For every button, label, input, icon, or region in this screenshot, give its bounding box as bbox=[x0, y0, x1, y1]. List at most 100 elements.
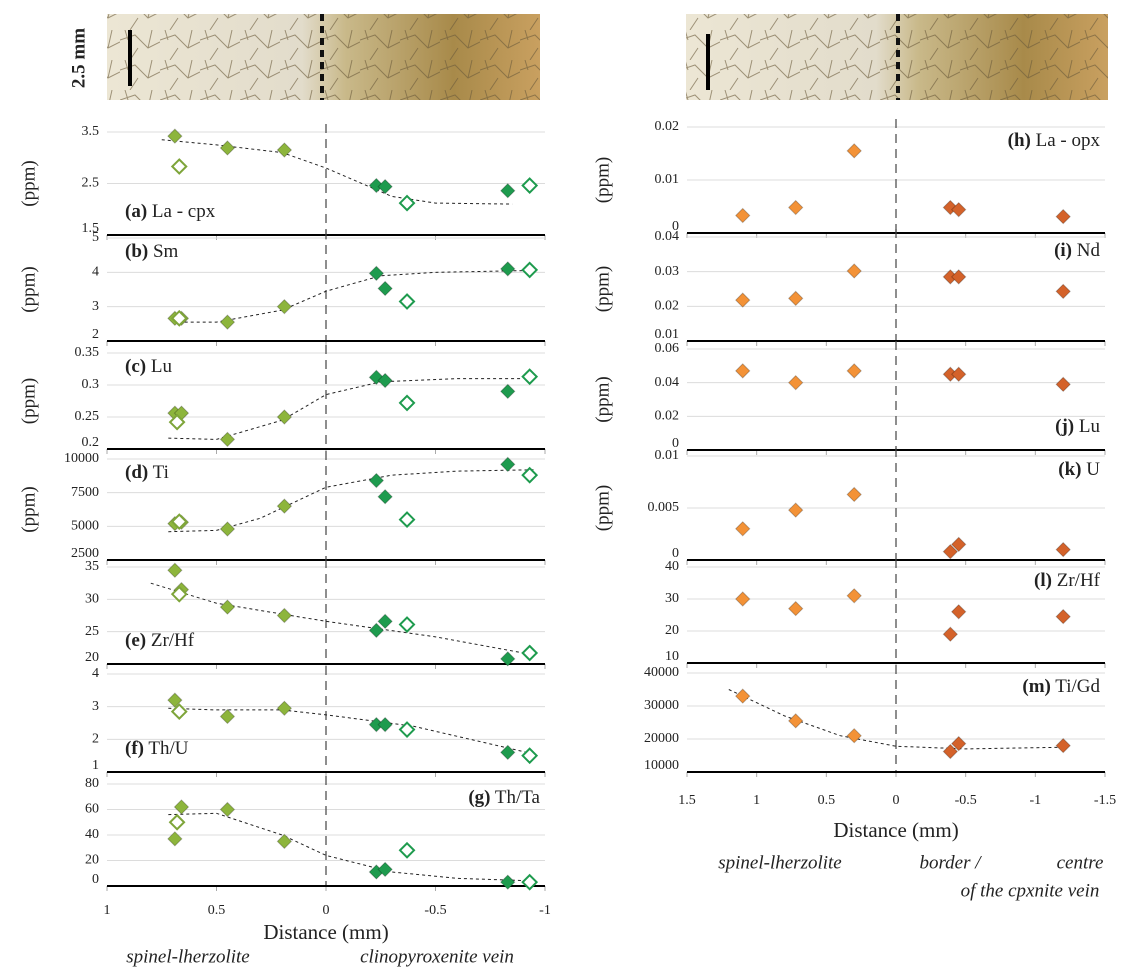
data-point bbox=[846, 263, 862, 279]
panel-tag: (c) bbox=[125, 356, 146, 377]
y-tick-label: 40 bbox=[665, 559, 679, 574]
data-point bbox=[219, 599, 236, 615]
data-point bbox=[787, 600, 804, 617]
panel-label: (c) Lu bbox=[125, 356, 172, 377]
data-point bbox=[735, 363, 751, 379]
data-point bbox=[846, 588, 862, 604]
y-tick-label: 0.03 bbox=[655, 264, 680, 279]
data-point bbox=[276, 700, 293, 717]
data-point bbox=[377, 613, 393, 630]
thin-section-right bbox=[686, 14, 1108, 100]
data-point bbox=[846, 143, 862, 159]
panel-title: Sm bbox=[153, 241, 179, 262]
data-point bbox=[170, 158, 188, 175]
panel-tag: (k) bbox=[1058, 459, 1081, 480]
data-point bbox=[500, 383, 516, 400]
data-point bbox=[276, 607, 293, 624]
panel-label: (k) U bbox=[1058, 459, 1100, 480]
y-tick-label: 0.3 bbox=[82, 377, 100, 392]
y-tick-label: 1.5 bbox=[82, 221, 100, 236]
y-tick-label: 4 bbox=[92, 666, 99, 681]
data-point bbox=[219, 431, 236, 448]
panel-label: (j) Lu bbox=[1055, 416, 1100, 437]
y-tick-label: 10000 bbox=[644, 758, 679, 773]
data-point bbox=[1055, 376, 1071, 393]
y-tick-label: 30 bbox=[665, 591, 679, 606]
data-point bbox=[276, 833, 293, 850]
data-point bbox=[846, 363, 862, 379]
data-point bbox=[170, 703, 188, 720]
y-tick-label: 2.5 bbox=[82, 176, 100, 191]
data-point bbox=[167, 692, 183, 708]
data-point bbox=[219, 521, 236, 537]
data-point bbox=[368, 177, 385, 194]
data-point bbox=[1055, 283, 1071, 300]
y-tick-label: 0.01 bbox=[655, 172, 680, 187]
data-point bbox=[521, 644, 539, 662]
data-point bbox=[735, 521, 751, 537]
panel-tag: (h) bbox=[1008, 130, 1031, 151]
data-point bbox=[398, 293, 416, 310]
scale-label: 2.5 mm bbox=[68, 28, 89, 88]
y-tick-label: 30000 bbox=[644, 698, 679, 713]
y-axis-label: (ppm) bbox=[18, 266, 39, 312]
x-tick-label: 1 bbox=[104, 903, 111, 918]
y-tick-label: 0.06 bbox=[655, 341, 680, 356]
y-tick-label: 3 bbox=[92, 299, 99, 314]
trend-line bbox=[168, 707, 535, 755]
panel-label: (a) La - cpx bbox=[125, 201, 216, 222]
y-tick-label: 0.01 bbox=[655, 448, 680, 463]
data-point bbox=[219, 140, 236, 156]
data-point bbox=[170, 309, 188, 327]
data-point bbox=[500, 874, 516, 890]
y-tick-label: 20000 bbox=[644, 731, 679, 746]
data-point bbox=[787, 290, 804, 307]
caption: border / bbox=[919, 852, 982, 873]
data-point bbox=[377, 861, 393, 878]
panel-title: Nd bbox=[1077, 240, 1101, 261]
panel-label: (m) Ti/Gd bbox=[1022, 676, 1100, 697]
data-point bbox=[219, 708, 236, 725]
y-tick-label: 5 bbox=[92, 230, 99, 245]
x-tick-label: 0 bbox=[893, 793, 900, 808]
data-point bbox=[168, 813, 186, 831]
x-tick-label: 0.5 bbox=[208, 903, 226, 918]
panel-tag: (g) bbox=[468, 787, 490, 808]
y-axis-label: (ppm) bbox=[18, 160, 39, 206]
panel-tag: (m) bbox=[1022, 676, 1050, 697]
data-point bbox=[377, 280, 393, 297]
caption: spinel-lherzolite bbox=[718, 852, 841, 873]
data-point bbox=[846, 727, 862, 744]
x-tick-label: 0 bbox=[323, 903, 330, 918]
caption: clinopyroxenite vein bbox=[360, 946, 514, 967]
data-point bbox=[167, 128, 183, 144]
x-tick-label: 0.5 bbox=[818, 793, 836, 808]
data-point bbox=[398, 194, 416, 212]
panel-title: Lu bbox=[1079, 416, 1101, 437]
data-point bbox=[521, 466, 539, 484]
data-point bbox=[1055, 737, 1071, 754]
data-point bbox=[787, 374, 804, 391]
data-point bbox=[219, 801, 236, 818]
y-tick-label: 0.02 bbox=[655, 299, 680, 314]
y-tick-label: 0 bbox=[672, 436, 679, 451]
data-point bbox=[377, 372, 393, 389]
trend-line bbox=[168, 812, 535, 882]
y-tick-label: 0.02 bbox=[655, 409, 680, 424]
data-point bbox=[276, 142, 293, 158]
caption: centre bbox=[1057, 852, 1104, 873]
data-point bbox=[168, 413, 186, 431]
x-tick-label: -1 bbox=[539, 903, 551, 918]
data-point bbox=[276, 498, 293, 514]
y-tick-label: 3.5 bbox=[82, 124, 100, 139]
y-tick-label: 0.04 bbox=[655, 229, 680, 244]
y-axis-label: (ppm) bbox=[18, 486, 39, 532]
data-point bbox=[170, 585, 188, 603]
panel-title: Zr/Hf bbox=[1057, 570, 1101, 591]
data-point bbox=[170, 513, 188, 531]
data-point bbox=[398, 616, 416, 633]
data-point bbox=[398, 394, 416, 412]
data-point bbox=[735, 292, 751, 308]
y-axis-label: (ppm) bbox=[18, 378, 39, 424]
y-tick-label: 20 bbox=[85, 650, 99, 665]
